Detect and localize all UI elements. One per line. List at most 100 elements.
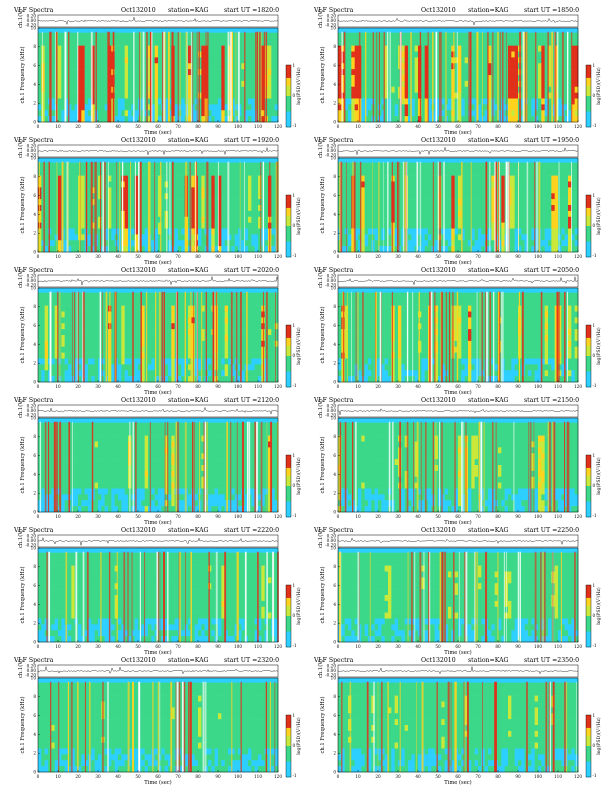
spectrogram-cell — [428, 51, 432, 58]
spectrogram-cell — [448, 234, 452, 241]
spectrogram-cell — [91, 187, 95, 194]
spectrogram-cell — [148, 75, 152, 82]
spectrogram-cell — [131, 240, 135, 247]
spectrogram-cell — [454, 199, 459, 206]
spectrogram-cell — [154, 75, 159, 82]
spectrogram-cell — [61, 98, 65, 105]
spectrogram-cell — [384, 80, 389, 88]
spectrogram-cell — [228, 193, 232, 200]
spectrogram-cell — [574, 33, 579, 41]
spectrogram-cell — [364, 222, 369, 229]
spectrogram-cell — [268, 110, 272, 117]
spectrogram-cell — [211, 240, 215, 247]
spectrogram-cell — [134, 33, 139, 41]
spectrogram-cell — [498, 98, 502, 105]
spectrogram-cell — [411, 33, 415, 41]
spectrogram-cell — [381, 98, 385, 105]
spectrogram-cell — [448, 104, 452, 111]
spectrogram-cell — [98, 69, 102, 76]
spectrogram-cell — [461, 86, 465, 93]
spectrogram-cell — [361, 169, 365, 176]
spectrogram-cell — [251, 169, 255, 176]
spectrogram-cell — [428, 228, 432, 235]
spectrogram-cell — [141, 169, 145, 176]
spectrogram-cell — [138, 98, 142, 105]
spectrogram-cell — [364, 98, 369, 105]
spectrogram-cell — [458, 51, 462, 58]
spectrogram-cell — [384, 33, 389, 41]
spectrogram-cell — [394, 75, 399, 82]
spectrogram-cell — [71, 240, 75, 247]
spectrogram-cell — [221, 98, 225, 105]
spectrogram-cell — [424, 104, 429, 111]
spectrogram-cell — [271, 163, 275, 171]
spectrogram-cell — [461, 169, 465, 176]
spectrogram-cell — [74, 222, 79, 229]
spectrogram-cell — [424, 205, 429, 212]
spectrogram-cell — [194, 45, 199, 52]
spectrogram-cell — [204, 80, 209, 88]
spectrogram-cell — [514, 163, 519, 171]
spectrogram-cell — [74, 116, 79, 123]
spectrogram-cell — [124, 92, 129, 99]
spectrogram-cell — [484, 39, 489, 46]
spectrogram-cell — [218, 63, 222, 70]
spectrogram-cell — [214, 246, 219, 253]
spectrogram-cell — [481, 69, 485, 76]
spectrogram-cell — [514, 205, 519, 212]
spectrogram-cell — [191, 222, 195, 229]
spectrogram-cell — [541, 187, 545, 194]
spectrogram-cell — [231, 98, 235, 105]
spectrogram-cell — [71, 80, 75, 88]
spectrogram-cell — [561, 175, 565, 182]
x-tick-label: 100 — [234, 254, 242, 259]
spectrogram-cell — [121, 63, 125, 70]
spectrogram-cell — [268, 45, 272, 52]
spectrogram-cell — [84, 116, 89, 123]
spectrogram-cell — [254, 75, 259, 82]
spectrogram-cell — [104, 175, 109, 182]
spectrogram-cell — [444, 169, 449, 176]
spectrogram-cell — [201, 69, 205, 76]
spectrogram-cell — [391, 116, 395, 123]
spectrogram-cell — [154, 222, 159, 229]
spectrogram-cell — [364, 33, 369, 41]
spectrogram-cell — [448, 98, 452, 105]
spectrogram-cell — [468, 181, 472, 188]
spectrogram-cell — [154, 234, 159, 241]
spectrogram-cell — [244, 228, 249, 235]
spectrogram-cell — [544, 169, 549, 176]
spectrogram-cell — [131, 45, 135, 52]
spectrogram-cell — [81, 199, 85, 206]
spectrogram-cell — [511, 39, 515, 46]
spectrogram-cell — [244, 80, 249, 88]
spectrogram-cell — [408, 222, 412, 229]
spectrogram-cell — [114, 86, 119, 93]
spectrogram-cell — [374, 205, 379, 212]
spectrogram-cell — [201, 63, 205, 70]
spectrogram-cell — [74, 80, 79, 88]
spectrogram-cell — [198, 63, 202, 70]
spectrogram-cell — [141, 199, 145, 206]
spectrogram-cell — [554, 110, 559, 117]
spectrogram-cell — [514, 75, 519, 82]
spectrogram-cell — [414, 75, 419, 82]
spectrogram-cell — [128, 163, 132, 171]
spectrogram-cell — [221, 57, 225, 64]
spectrogram-cell — [508, 80, 512, 88]
spectrogram-cell — [541, 210, 545, 218]
spectrogram-cell — [361, 210, 365, 218]
spectrogram-cell — [441, 110, 445, 117]
sferic-streak — [107, 161, 109, 252]
spectrogram-cell — [368, 222, 372, 229]
spectrogram-cell — [541, 240, 545, 247]
spectrogram-cell — [364, 216, 369, 223]
spectrogram-cell — [198, 210, 202, 218]
spectrogram-cell — [541, 199, 545, 206]
spectrogram-cell — [451, 216, 455, 223]
spectrogram-cell — [121, 92, 125, 99]
spectrogram-cell — [414, 39, 419, 46]
spectrogram-cell — [131, 175, 135, 182]
spectrogram-cell — [204, 104, 209, 111]
colorbar-frame — [285, 64, 292, 128]
